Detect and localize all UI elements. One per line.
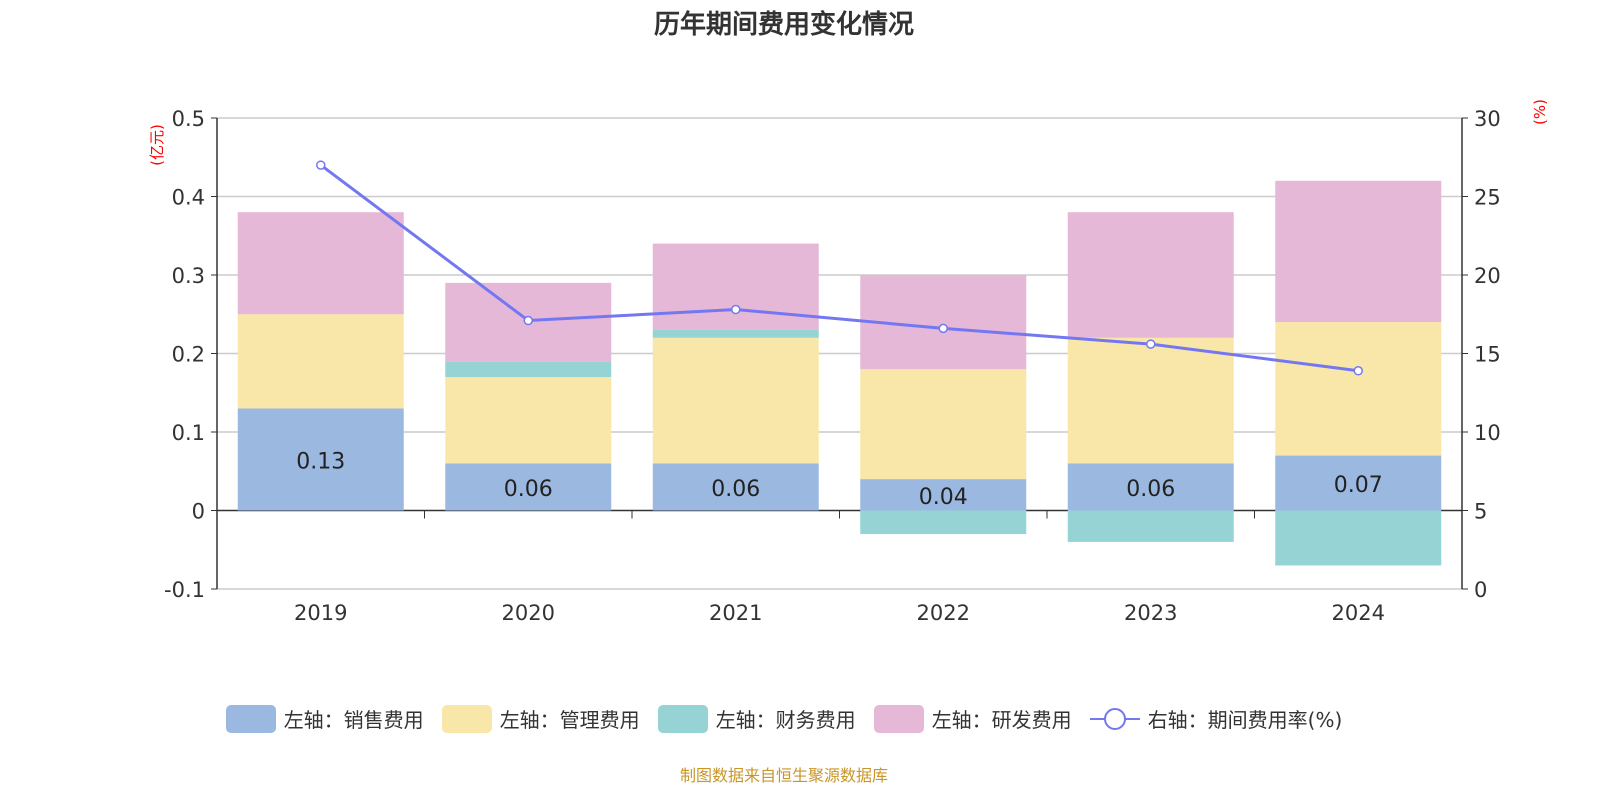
left-tick-label: 0.3 [172,264,205,288]
bar-segment [860,369,1027,480]
legend-label: 左轴：管理费用 [499,708,640,732]
bar-data-label: 0.04 [919,485,968,510]
bar-data-label: 0.07 [1334,473,1383,498]
rate-line [319,163,1359,373]
bar-segment [652,243,819,330]
bar-segment [237,212,404,315]
bar-data-label: 0.06 [711,477,760,502]
chart-title: 历年期间费用变化情况 [653,10,914,40]
legend-line-icon [1089,707,1140,730]
left-tick-label: -0.1 [164,578,205,602]
bar-segment [652,337,819,464]
legend-swatch [441,704,492,733]
left-tick-label: 0 [192,500,205,524]
bar-segment [652,329,819,338]
left-tick-label: 0.5 [172,107,205,131]
legend-item[interactable]: 左轴：管理费用 [441,704,640,733]
x-tick-label: 2024 [1332,601,1385,625]
rate-point [1146,339,1156,349]
bar-segment [445,377,612,464]
legend-item[interactable]: 左轴：销售费用 [225,704,424,733]
bar-segment [1275,455,1442,511]
rate-point [1353,366,1363,376]
x-tick-label: 2023 [1124,601,1177,625]
bar-segment [1067,510,1234,542]
legend-item[interactable]: 左轴：财务费用 [657,704,856,733]
rate-point [316,160,326,170]
right-tick-label: 5 [1474,500,1487,524]
rate-point [523,315,533,326]
x-tick-label: 2020 [502,601,555,625]
bar-segment [860,479,1027,511]
legend-swatch [225,704,276,733]
bar-segment [237,314,404,409]
bar-segment [1067,463,1234,511]
legend-label: 左轴：财务费用 [715,708,856,732]
right-tick-label: 30 [1474,107,1501,131]
right-axis-unit: (%) [1531,99,1549,125]
bar-segment [860,510,1027,535]
legend-label: 左轴：销售费用 [283,708,424,732]
legend-label: 左轴：研发费用 [931,708,1072,732]
left-tick-label: 0.1 [172,421,205,445]
right-tick-label: 20 [1474,264,1501,288]
bar-segment [1275,180,1442,323]
left-tick-label: 0.4 [172,186,205,210]
source-note: 制图数据来自恒生聚源数据库 [679,766,888,785]
chart: -0.1 0 0.1 0.2 0.3 0.4 0.5 0 5 10 15 20 25 30 (亿元) (%) 0… [148,99,1549,625]
bar-segment [1067,337,1234,464]
right-tick-label: 10 [1474,421,1501,445]
bar-data-label: 0.06 [1126,477,1175,502]
bar-segment [1275,322,1442,456]
legend-item[interactable]: 右轴：期间费用率(%) [1089,704,1343,733]
left-tick-label: 0.2 [172,343,205,367]
rate-point [938,323,948,334]
bar-segment [652,463,819,511]
legend-swatch [657,704,708,733]
bar-data-label: 0.06 [504,477,553,502]
x-tick-label: 2022 [917,601,970,625]
x-tick-label: 2019 [294,601,347,625]
legend-swatch [873,704,924,733]
legend-item[interactable]: 左轴：研发费用 [873,704,1072,733]
right-tick-label: 15 [1474,343,1501,367]
rate-point [731,304,741,315]
bar-segment [445,361,612,378]
legend: 左轴：销售费用 左轴：管理费用 左轴：财务费用 左轴：研发费用 右轴：期间费用率(%) [0,704,1568,733]
bar-segment [445,463,612,511]
right-tick-label: 25 [1474,186,1501,210]
legend-label: 右轴：期间费用率(%) [1147,708,1343,732]
bar-segment [237,408,404,511]
bar-segment [1067,212,1234,338]
left-axis-unit: (亿元) [148,124,166,166]
bar-segment [1275,510,1442,566]
bar-data-label: 0.13 [296,449,345,474]
x-tick-label: 2021 [709,601,762,625]
right-tick-label: 0 [1474,578,1487,602]
